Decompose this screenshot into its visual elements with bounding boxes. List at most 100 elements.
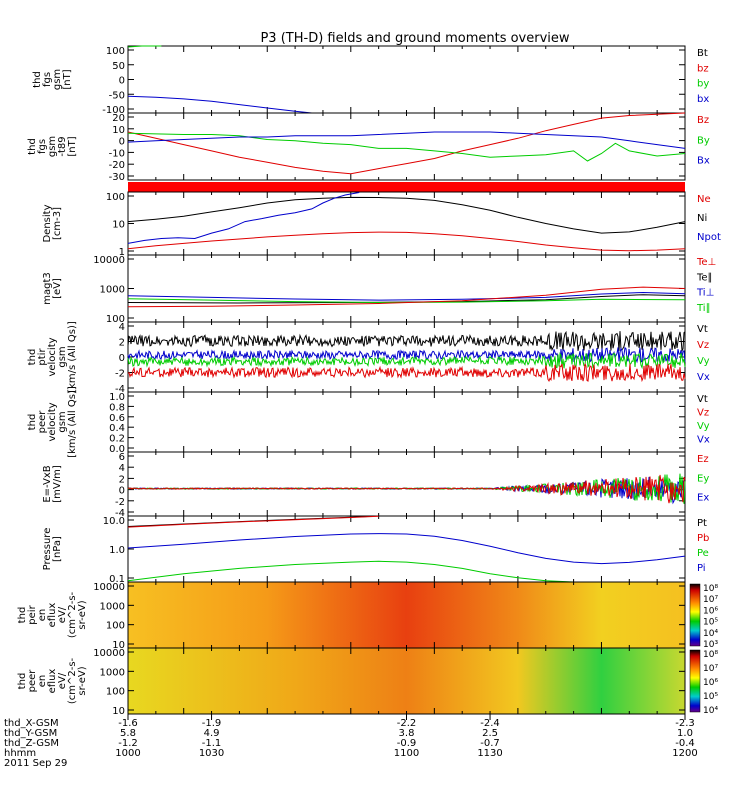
ephemeris-value: -1.2	[118, 738, 138, 749]
ephemeris-value: 1000	[115, 748, 140, 759]
panel-p4: 100 10 1 Density [cm-3] Ne Ni Npot	[42, 191, 721, 258]
y-tick-label: 0.2	[109, 434, 125, 445]
series-line	[127, 192, 360, 244]
y-axis-label: [nT]	[62, 69, 73, 89]
panel-p3	[128, 182, 685, 192]
panel-p5: 10000 1000 100 magt3 [eV] Te⊥ Te∥ Ti⊥ Ti∥	[42, 254, 716, 325]
series-line	[127, 95, 312, 114]
legend-entry: Vz	[697, 340, 709, 351]
y-tick-label: -4	[115, 384, 125, 395]
y-axis-label: (cm^2-s-	[67, 657, 78, 704]
y-tick-label: 10	[112, 640, 125, 651]
y-axis-label: thd	[27, 138, 38, 155]
colorbar-label: 10³	[703, 640, 718, 650]
y-tick-label: 4	[119, 463, 125, 474]
y-tick-label: 2	[119, 338, 125, 349]
ephemeris-value: 2.5	[482, 728, 498, 739]
colorbar-label: 10⁶	[703, 606, 718, 616]
series-line	[127, 196, 686, 234]
y-tick-label: 100	[106, 687, 125, 698]
y-axis-label: peer	[27, 669, 38, 693]
legend-entry: Vx	[697, 435, 710, 446]
y-tick-label: 1	[119, 247, 125, 258]
colorbar-label: 10⁴	[703, 706, 718, 716]
panel-frame	[127, 254, 686, 323]
y-tick-label: 1.0	[109, 545, 125, 556]
legend-entry: by	[697, 79, 709, 90]
ephemeris-value: -2.3	[675, 718, 695, 729]
colorbar-label: 10⁵	[703, 618, 718, 628]
legend-entry: Ti∥	[696, 303, 711, 314]
y-axis-label: eV/	[57, 672, 68, 689]
panel-p11: 10⁸ 10⁷ 10⁶ 10⁵ 10⁴ 10000 1000 100 10 thd peer en ef…	[17, 647, 718, 717]
series-line	[127, 231, 686, 252]
legend-entry: Pt	[697, 518, 707, 529]
legend-entry: Vt	[697, 394, 708, 405]
y-axis-label: en	[37, 675, 48, 688]
y-tick-label: -2	[115, 497, 125, 508]
series-line	[127, 286, 686, 308]
y-tick-label: 10.0	[103, 516, 125, 527]
legend-entry: Te∥	[696, 272, 713, 283]
legend-entry: Npot	[697, 232, 721, 243]
y-axis-label: thd	[32, 71, 43, 88]
panel-frame	[127, 515, 686, 583]
legend-entry: Bx	[697, 156, 710, 167]
series-line	[127, 515, 379, 528]
colorbar	[689, 649, 701, 713]
y-axis-label: -t89	[57, 136, 68, 156]
colorbar-label: 10⁸	[703, 584, 718, 594]
y-tick-label: 20	[112, 113, 125, 124]
y-axis-label: eV/	[57, 606, 68, 623]
y-tick-label: 100	[106, 46, 125, 57]
series-line	[127, 330, 686, 352]
ephemeris-label: thd_Z-GSM	[4, 738, 59, 749]
y-axis-label: Density	[42, 204, 53, 242]
y-axis-label: eflux	[47, 669, 58, 694]
y-axis-label: thd	[17, 673, 28, 690]
y-axis-label: velocity	[47, 402, 58, 441]
y-axis-label: [nPa]	[52, 536, 63, 562]
ephemeris-label: thd_X-GSM	[4, 718, 59, 729]
y-tick-label: 0.1	[109, 574, 125, 585]
panel-p7: 1.00.80.60.40.20.0 thd peer velocity gsm [km/…	[27, 386, 710, 458]
legend-entry: Vy	[697, 421, 710, 432]
colorbar	[689, 583, 701, 647]
colorbar-label: 10⁷	[703, 664, 718, 674]
ephemeris-value: 4.9	[204, 728, 220, 739]
legend-entry: Pb	[697, 533, 709, 544]
ephemeris-value: 1100	[394, 748, 419, 759]
y-axis-label: [eV]	[52, 278, 63, 299]
colorbar-label: 10⁵	[703, 692, 718, 702]
y-tick-label: 10000	[93, 582, 125, 593]
y-axis-label: ptir	[37, 348, 48, 366]
legend-entry: Pe	[697, 548, 709, 559]
y-tick-label: 10000	[93, 648, 125, 659]
y-axis-label: gsm	[57, 346, 68, 367]
y-tick-label: -2	[115, 369, 125, 380]
legend-entry: Ex	[697, 493, 709, 504]
ephemeris-value: -1.9	[202, 718, 222, 729]
panel-p1: 100 50 0 -50 -100 thd fgs gsm [nT] Bt bz by bx	[32, 45, 709, 116]
colorbar-label: 10⁷	[703, 595, 718, 605]
legend-entry: Te⊥	[696, 257, 716, 268]
series-line	[127, 363, 686, 383]
legend-entry: Ez	[697, 454, 709, 465]
ephemeris-value: 1.0	[677, 728, 693, 739]
y-tick-label: 1000	[100, 601, 125, 612]
y-axis-label: fgs	[37, 139, 48, 154]
y-tick-label: 0.6	[109, 413, 125, 424]
y-tick-label: 10	[112, 125, 125, 136]
legend-entry: bx	[697, 94, 709, 105]
legend-entry: Ey	[697, 473, 709, 484]
y-tick-label: 10000	[93, 255, 125, 266]
y-tick-label: 0.8	[109, 402, 125, 413]
y-axis-label: thd	[27, 414, 38, 431]
y-tick-label: -50	[109, 90, 125, 101]
y-tick-label: 1.0	[109, 392, 125, 403]
ephemeris-value: -0.7	[480, 738, 500, 749]
series-line	[127, 291, 686, 301]
y-axis-label: sr-eV)	[77, 666, 88, 695]
colorbar-label: 10⁶	[703, 678, 718, 688]
y-axis-label: [nT]	[67, 136, 78, 156]
